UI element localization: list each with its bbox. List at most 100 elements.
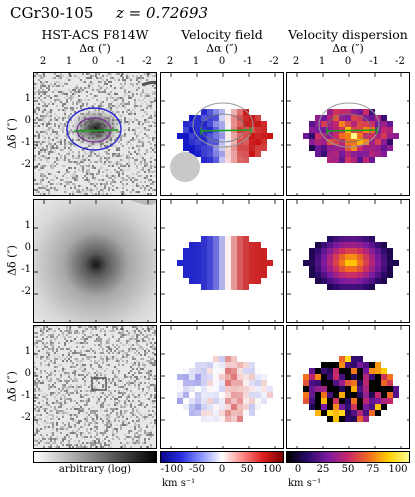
dispersion-pixel — [363, 157, 369, 163]
velocity-pixel — [201, 109, 207, 115]
velocity-pixel — [189, 404, 195, 410]
colorbar-dispersion — [286, 451, 410, 463]
velocity-pixel — [249, 266, 255, 272]
dispersion-pixel — [321, 374, 327, 380]
velocity-pixel — [219, 416, 225, 422]
kinematic-axis — [200, 129, 252, 132]
dispersion-pixel — [321, 272, 327, 278]
dispersion-pixel — [345, 386, 351, 392]
velocity-pixel — [243, 380, 249, 386]
velocity-pixel — [219, 254, 225, 260]
velocity-pixel — [261, 254, 267, 260]
column-title-dispersion: Velocity dispersion — [288, 27, 408, 42]
dispersion-pixel — [339, 356, 345, 362]
velocity-pixel — [237, 145, 243, 151]
dispersion-pixel — [321, 278, 327, 284]
velocity-pixel — [267, 386, 273, 392]
velocity-pixel — [201, 380, 207, 386]
dispersion-pixel — [357, 404, 363, 410]
dispersion-pixel — [381, 404, 387, 410]
velocity-pixel — [213, 248, 219, 254]
dispersion-pixel — [333, 151, 339, 157]
kinematic-axis — [326, 129, 378, 132]
dispersion-pixel — [363, 374, 369, 380]
dispersion-pixel — [345, 260, 351, 266]
dispersion-pixel — [387, 392, 393, 398]
dispersion-pixel — [339, 284, 345, 290]
dispersion-pixel — [339, 236, 345, 242]
velocity-pixel — [243, 254, 249, 260]
velocity-pixel — [243, 398, 249, 404]
velocity-pixel — [201, 362, 207, 368]
velocity-pixel — [231, 151, 237, 157]
dispersion-pixel — [339, 392, 345, 398]
dispersion-pixel — [369, 236, 375, 242]
velocity-pixel — [255, 374, 261, 380]
velocity-pixel — [201, 242, 207, 248]
dispersion-pixel — [309, 254, 315, 260]
dispersion-pixel — [351, 356, 357, 362]
velocity-pixel — [243, 404, 249, 410]
colorbar-tick-label: 50 — [240, 464, 254, 475]
dispersion-pixel — [387, 272, 393, 278]
dispersion-pixel — [375, 139, 381, 145]
velocity-pixel — [261, 266, 267, 272]
velocity-pixel — [201, 410, 207, 416]
velocity-pixel — [225, 374, 231, 380]
dispersion-pixel — [327, 266, 333, 272]
dispersion-pixel — [327, 374, 333, 380]
dispersion-pixel — [375, 410, 381, 416]
velocity-pixel — [195, 392, 201, 398]
dispersion-pixel — [339, 109, 345, 115]
velocity-pixel — [207, 386, 213, 392]
velocity-pixel — [177, 374, 183, 380]
velocity-pixel — [255, 398, 261, 404]
velocity-pixel — [213, 139, 219, 145]
panel-dispersion-residual — [286, 325, 410, 449]
dispersion-pixel — [345, 410, 351, 416]
dispersion-pixel — [369, 157, 375, 163]
velocity-pixel — [207, 284, 213, 290]
colorbar-tick-label: 25 — [316, 464, 330, 475]
velocity-pixel — [231, 254, 237, 260]
velocity-pixel — [207, 121, 213, 127]
dispersion-pixel — [357, 380, 363, 386]
velocity-pixel — [255, 133, 261, 139]
velocity-pixel — [189, 266, 195, 272]
velocity-pixel — [237, 266, 243, 272]
dispersion-pixel — [369, 284, 375, 290]
velocity-pixel — [243, 121, 249, 127]
dispersion-pixel — [315, 121, 321, 127]
dispersion-pixel — [321, 145, 327, 151]
velocity-pixel — [243, 386, 249, 392]
dispersion-pixel — [327, 404, 333, 410]
dispersion-pixel — [369, 109, 375, 115]
velocity-pixel — [177, 398, 183, 404]
hst-image-map — [34, 73, 156, 195]
velocity-pixel — [219, 109, 225, 115]
colorbar-intensity — [33, 451, 157, 463]
dispersion-pixel — [327, 145, 333, 151]
dispersion-pixel — [393, 133, 399, 139]
y-tick-label: 1 — [24, 93, 31, 104]
velocity-pixel — [249, 145, 255, 151]
velocity-pixel — [213, 284, 219, 290]
velocity-pixel — [261, 248, 267, 254]
velocity-pixel — [219, 362, 225, 368]
velocity-pixel — [249, 398, 255, 404]
dispersion-pixel — [321, 398, 327, 404]
dispersion-pixel — [375, 398, 381, 404]
velocity-pixel — [183, 386, 189, 392]
dispersion-pixel — [357, 236, 363, 242]
velocity-pixel — [243, 115, 249, 121]
velocity-pixel — [255, 139, 261, 145]
velocity-pixel — [189, 139, 195, 145]
dispersion-pixel — [345, 121, 351, 127]
dispersion-residual-map — [287, 326, 409, 448]
x-tick-label: -2 — [395, 56, 405, 67]
velocity-pixel — [249, 386, 255, 392]
dispersion-pixel — [375, 254, 381, 260]
dispersion-pixel — [381, 151, 387, 157]
velocity-pixel — [237, 278, 243, 284]
velocity-pixel — [177, 392, 183, 398]
